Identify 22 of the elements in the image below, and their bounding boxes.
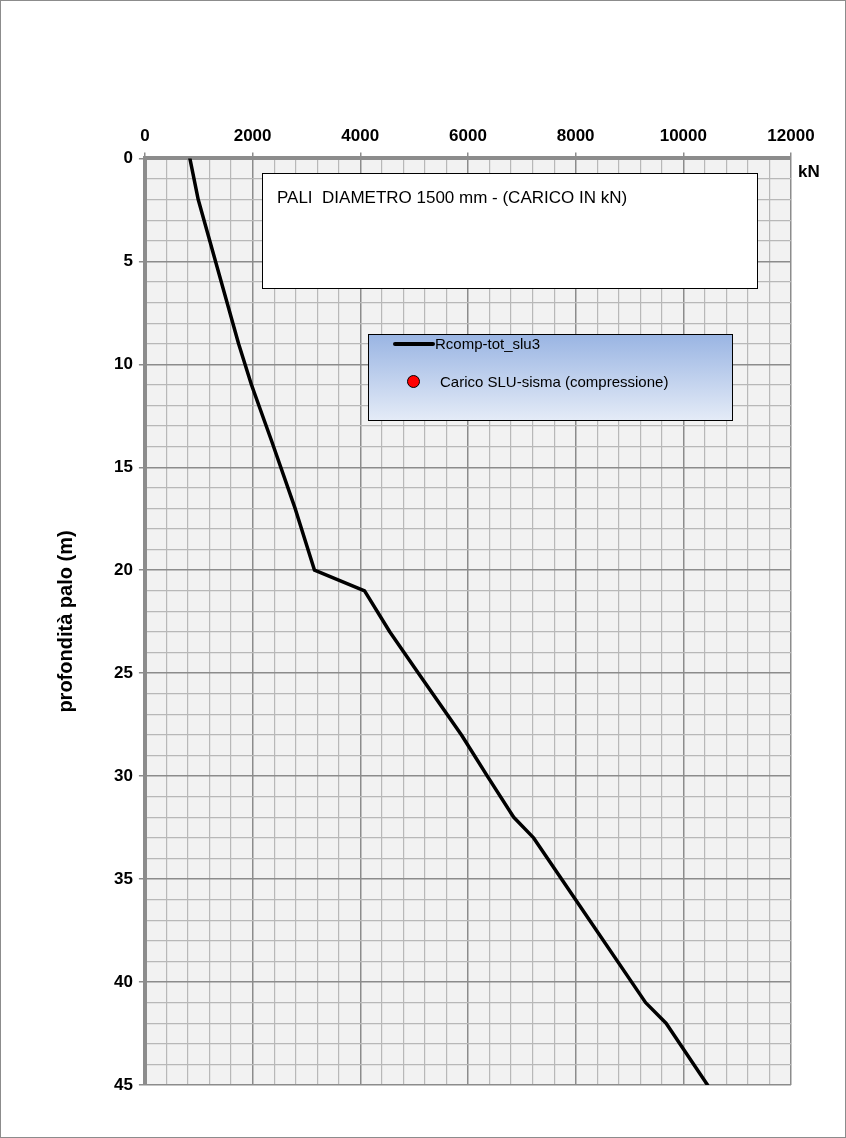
y-axis-title: profondità palo (m) [53,529,77,715]
y-tick-label: 15 [113,456,133,476]
x-tick-label: 2000 [233,125,272,145]
x-tick-label: 0 [140,125,150,145]
y-tick-label: 35 [113,868,133,888]
legend-label: Carico SLU-sisma (compressione) [440,373,669,390]
x-tick-label: 6000 [449,125,487,145]
y-tick-label: 0 [123,148,133,168]
y-tick-label: 10 [113,354,133,373]
x-tick-label: 10000 [659,125,707,145]
y-tick-label: 45 [113,1074,133,1094]
y-tick-label: 40 [113,971,133,991]
x-axis-title: kN [798,162,820,182]
text-box: PALI DIAMETRO 1500 mm - (CARICO IN kN) [262,173,758,289]
y-tick-label: 5 [123,251,133,271]
y-tick-label: 30 [113,765,133,785]
x-tick-label: 8000 [556,125,595,145]
legend-label: Rcomp-tot_slu3 [435,335,541,352]
x-tick-label: 12000 [767,125,815,145]
x-tick-label: 4000 [341,125,380,145]
y-tick-label: 25 [113,662,133,682]
y-tick-label: 20 [113,559,133,579]
